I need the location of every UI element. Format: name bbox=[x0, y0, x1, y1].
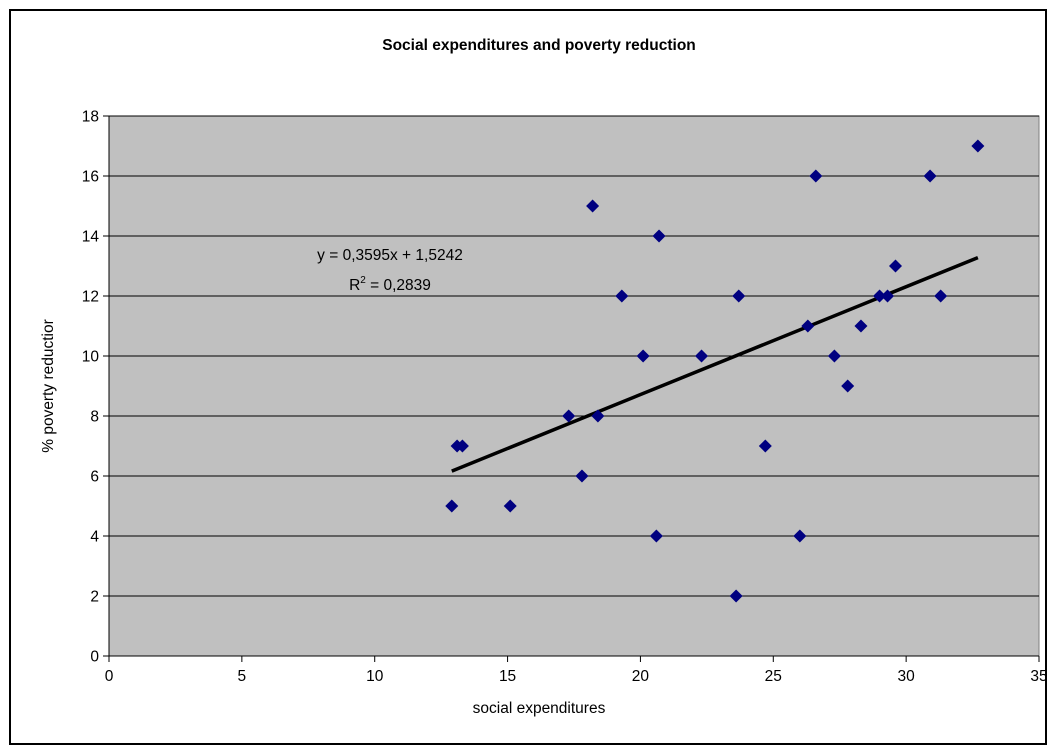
data-point bbox=[591, 409, 605, 423]
data-point bbox=[649, 529, 663, 543]
data-point bbox=[971, 139, 985, 153]
y-tick-label: 10 bbox=[82, 349, 100, 366]
scatter-chart: Social expenditures and poverty reductio… bbox=[40, 37, 1045, 717]
y-tick-label: 16 bbox=[82, 169, 99, 186]
data-point bbox=[934, 289, 948, 303]
data-point bbox=[729, 589, 743, 603]
data-point bbox=[758, 439, 772, 453]
data-point bbox=[889, 259, 903, 273]
data-point bbox=[586, 199, 600, 213]
data-point bbox=[652, 229, 666, 243]
data-point bbox=[881, 289, 895, 303]
r2-prefix: R bbox=[349, 277, 360, 294]
data-point bbox=[445, 499, 459, 513]
y-axis: 0 2 4 6 8 10 12 14 16 18 bbox=[82, 109, 110, 666]
y-tick-label: 0 bbox=[90, 649, 99, 666]
data-point bbox=[503, 499, 517, 513]
x-tick-label: 5 bbox=[238, 668, 247, 685]
r2-value: = 0,2839 bbox=[366, 277, 431, 294]
y-tick-label: 12 bbox=[82, 289, 99, 306]
data-point bbox=[801, 319, 815, 333]
x-tick-label: 15 bbox=[499, 668, 516, 685]
data-point bbox=[732, 289, 746, 303]
data-point bbox=[809, 169, 823, 183]
y-tick-label: 4 bbox=[90, 529, 99, 546]
x-tick-label: 35 bbox=[1030, 668, 1045, 685]
r2-superscript: 2 bbox=[360, 275, 366, 286]
chart-title: Social expenditures and poverty reductio… bbox=[382, 37, 696, 54]
y-tick-label: 6 bbox=[90, 469, 99, 486]
chart-frame: Social expenditures and poverty reductio… bbox=[9, 9, 1047, 745]
y-tick-label: 18 bbox=[82, 109, 99, 126]
data-point bbox=[923, 169, 937, 183]
gridlines bbox=[109, 115, 1039, 597]
trendline-r-squared: R2 = 0,2839 bbox=[349, 275, 431, 294]
data-point bbox=[827, 349, 841, 363]
data-point bbox=[636, 349, 650, 363]
y-axis-label: % poverty reductior bbox=[40, 319, 57, 453]
y-tick-label: 14 bbox=[82, 229, 100, 246]
data-points bbox=[445, 139, 985, 603]
data-point bbox=[841, 379, 855, 393]
data-point bbox=[793, 529, 807, 543]
y-tick-label: 8 bbox=[90, 409, 99, 426]
data-point bbox=[615, 289, 629, 303]
data-point bbox=[854, 319, 868, 333]
data-point bbox=[455, 439, 469, 453]
x-tick-label: 0 bbox=[105, 668, 114, 685]
data-point bbox=[562, 409, 576, 423]
x-tick-label: 30 bbox=[898, 668, 916, 685]
x-tick-label: 20 bbox=[632, 668, 650, 685]
y-tick-label: 2 bbox=[90, 589, 99, 606]
data-point bbox=[575, 469, 589, 483]
trendline-equation: y = 0,3595x + 1,5242 bbox=[317, 247, 463, 264]
x-tick-label: 25 bbox=[765, 668, 782, 685]
x-axis-label: social expenditures bbox=[473, 700, 606, 717]
data-point bbox=[695, 349, 709, 363]
data-point bbox=[873, 289, 887, 303]
x-axis: 0 5 10 15 20 25 30 35 bbox=[105, 655, 1045, 685]
x-tick-label: 10 bbox=[366, 668, 384, 685]
plot-area bbox=[108, 115, 1040, 657]
